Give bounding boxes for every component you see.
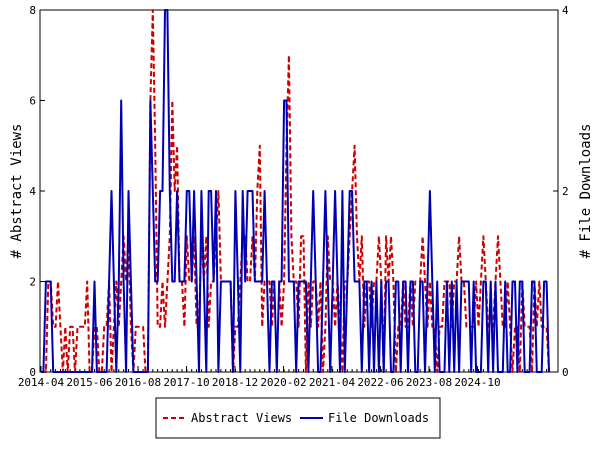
x-axis-tick-label: 2021-04	[309, 376, 356, 389]
x-axis-tick-label: 2014-04	[18, 376, 65, 389]
right-axis-tick-label: 4	[562, 4, 569, 17]
left-axis-tick-label: 8	[29, 4, 36, 17]
x-axis-tick-label: 2015-06	[66, 376, 112, 389]
left-axis-tick-label: 0	[29, 366, 36, 379]
left-axis-tick-label: 2	[29, 276, 36, 289]
legend-box	[155, 397, 441, 439]
legend: Abstract Views File Downloads	[155, 397, 441, 439]
x-axis-tick-label: 2020-02	[260, 376, 306, 389]
right-axis-ticks: 0 2 4	[553, 4, 569, 379]
left-axis-title: # Abstract Views	[9, 124, 25, 259]
series-layer	[41, 9, 550, 373]
x-axis-tick-label: 2022-06	[357, 376, 403, 389]
series-line-abstract-views	[41, 9, 550, 373]
right-axis-title: # File Downloads	[578, 124, 594, 259]
x-axis-tick-label: 2017-10	[163, 376, 209, 389]
x-axis-tick-label: 2016-08	[115, 376, 161, 389]
legend-label-file-downloads: File Downloads	[328, 411, 429, 425]
x-axis-ticks: 2014-04 2015-06 2016-08 2017-10 2018-12 2020-…	[18, 366, 501, 389]
series-line-file-downloads	[41, 9, 550, 373]
x-axis-tick-label: 2018-12	[212, 376, 258, 389]
legend-label-abstract-views: Abstract Views	[191, 411, 292, 425]
left-axis-tick-label: 4	[29, 185, 36, 198]
x-axis-tick-label: 2023-08	[406, 376, 452, 389]
x-axis-tick-label: 2024-10	[454, 376, 500, 389]
left-axis-tick-label: 6	[29, 95, 36, 108]
right-axis-tick-label: 0	[562, 366, 569, 379]
right-axis-tick-label: 2	[562, 185, 569, 198]
